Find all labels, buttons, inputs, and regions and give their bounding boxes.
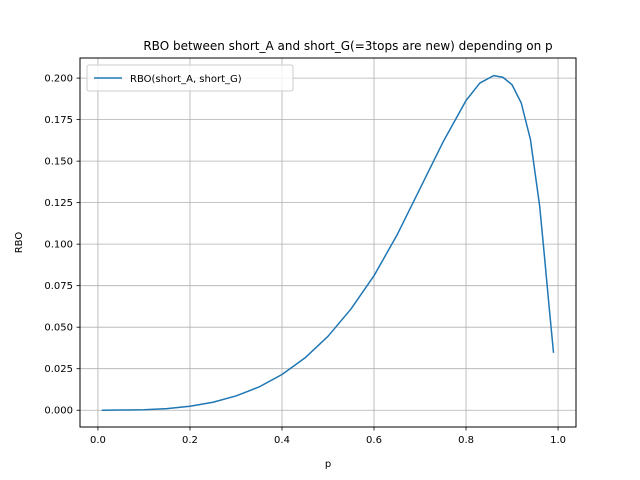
series-line-rbo [101,74,555,411]
x-tick-label: 0.8 [458,435,474,446]
x-tick-label: 0.2 [182,435,198,446]
y-tick-label: 0.075 [44,281,73,292]
legend-label-rbo: RBO(short_A, short_G) [130,74,242,85]
axis-ticks: 0.0 0.2 0.4 0.6 0.8 1.0 0.000 0.025 0.050 0.075 0.… [44,74,566,446]
x-axis-label: p [325,459,331,470]
x-tick-label: 0.6 [366,435,382,446]
y-tick-label: 0.000 [44,406,73,417]
y-tick-label: 0.150 [44,157,73,168]
plot-frame [79,57,577,428]
y-tick-label: 0.025 [44,364,73,375]
legend: RBO(short_A, short_G) [86,64,294,92]
grid-lines [80,58,576,427]
legend-box [86,64,294,92]
x-tick-label: 1.0 [550,435,566,446]
y-tick-label: 0.050 [44,323,73,334]
chart-title: RBO between short_A and short_G(=3tops a… [143,39,552,53]
y-tick-label: 0.175 [44,115,73,126]
y-axis-label: RBO [14,232,25,254]
y-tick-label: 0.100 [44,240,73,251]
x-tick-label: 0.0 [90,435,106,446]
y-tick-label: 0.125 [44,198,73,209]
series-layer [101,74,555,411]
x-tick-label: 0.4 [274,435,290,446]
y-tick-label: 0.200 [44,74,73,85]
